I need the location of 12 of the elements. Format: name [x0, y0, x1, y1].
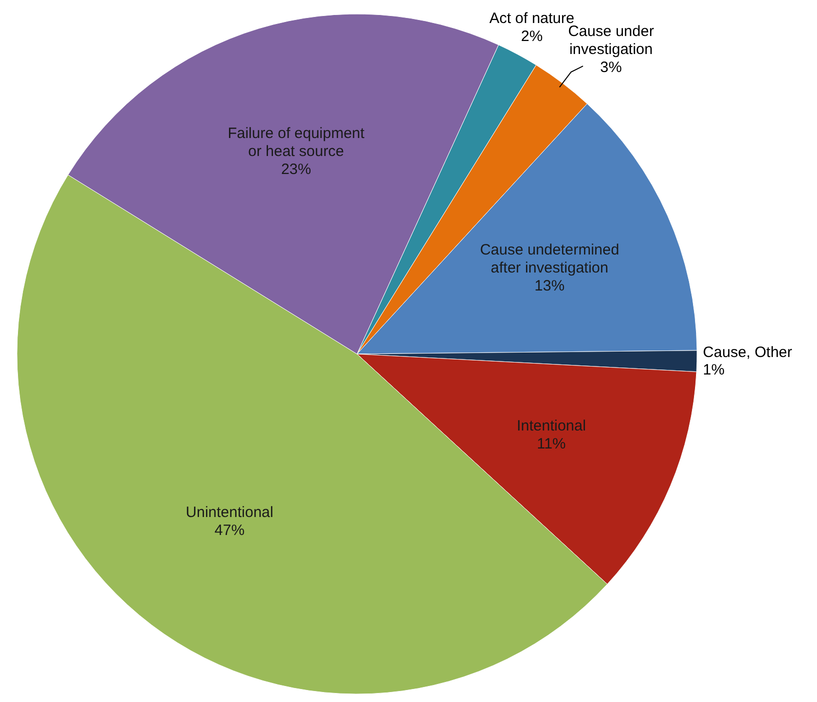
- data-label: 3%: [600, 58, 622, 76]
- slice-label: Intentional: [516, 418, 586, 435]
- data-label: 47%: [214, 522, 245, 539]
- slice-label: Cause, Other: [702, 344, 792, 361]
- data-label: 11%: [536, 436, 566, 453]
- slice-label: Failure of equipment or heat source: [228, 125, 366, 160]
- data-label: 2%: [521, 28, 543, 45]
- data-label: 13%: [534, 277, 565, 294]
- slice-label: Cause undetermined after investigation: [480, 241, 620, 276]
- data-label: 1%: [702, 362, 725, 379]
- slice-label: Unintentional: [186, 504, 274, 521]
- data-label: 23%: [281, 161, 312, 178]
